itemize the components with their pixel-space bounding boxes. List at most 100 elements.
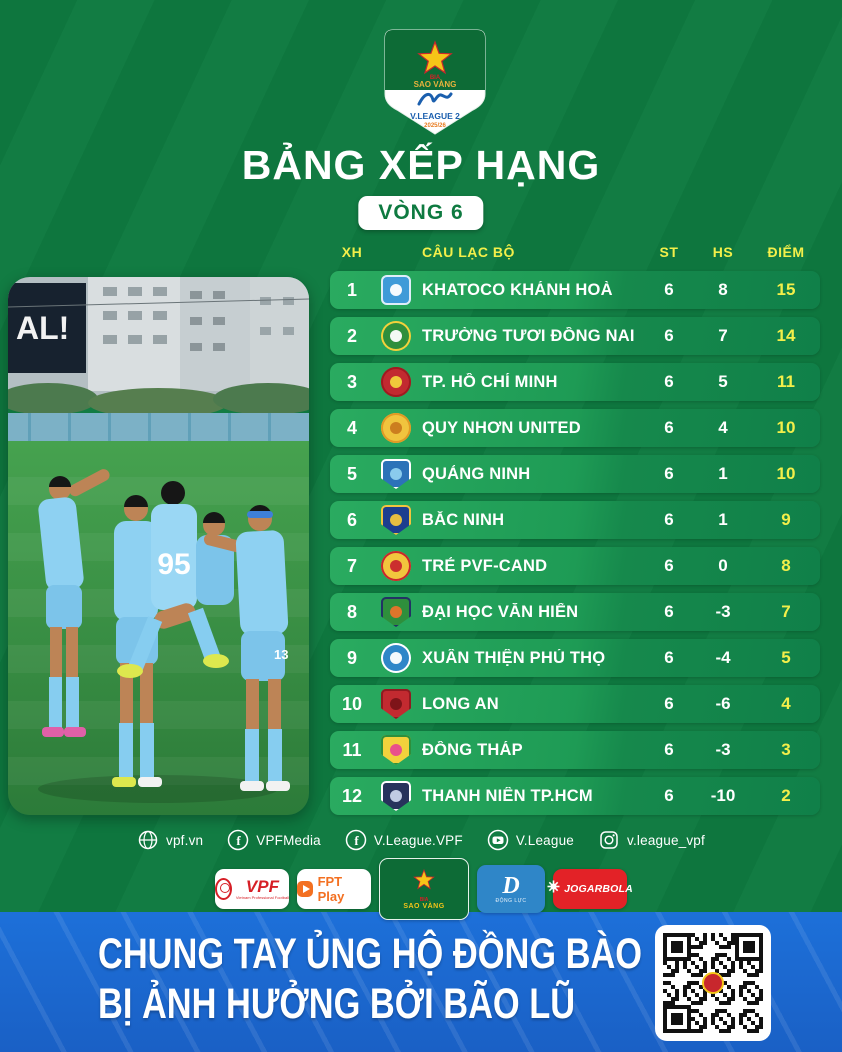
instagram-icon — [598, 829, 620, 851]
jogarbola-label: JOGARBOLA — [564, 883, 633, 895]
banner-text: CHUNG TAY ỦNG HỘ ĐỒNG BÀO BỊ ẢNH HƯỞNG B… — [40, 930, 643, 1030]
club-name: LONG AN — [422, 694, 499, 713]
qr-pattern — [663, 933, 763, 1033]
points-cell: 10 — [776, 464, 796, 483]
played-cell: 6 — [664, 602, 674, 621]
sponsor-saovang: BIA SAO VÀNG — [379, 858, 469, 920]
globe-icon — [137, 829, 159, 851]
sponsor-logos: VPF Vietnam Professional Football FPT Play… — [0, 858, 842, 920]
points-cell: 14 — [776, 326, 796, 345]
saovang-label: SAO VÀNG — [403, 903, 445, 910]
points-cell: 11 — [777, 372, 795, 391]
table-row: 3 TP. HỒ CHÍ MINH 6 5 11 — [330, 363, 820, 401]
table-row: 5 QUẢNG NINH 6 1 10 — [330, 455, 820, 493]
club-crest-icon — [381, 367, 411, 397]
rank-cell: 2 — [346, 325, 357, 346]
rank-cell: 7 — [346, 555, 357, 576]
club-name: KHATOCO KHÁNH HOÀ — [422, 280, 613, 299]
rank-cell: 9 — [346, 647, 357, 668]
sponsor-joga: JOGARBOLA — [547, 869, 633, 909]
played-cell: 6 — [664, 740, 674, 759]
club-logo — [374, 643, 418, 673]
club-name: QUY NHƠN UNITED — [422, 418, 581, 437]
rank-cell: 3 — [346, 371, 357, 392]
social-item: v.league_vpf — [598, 829, 705, 851]
club-logo — [374, 275, 418, 305]
billboard — [8, 283, 86, 373]
league-badge-shield: BIA SAO VÀNG V.LEAGUE 2 2025/26 — [384, 29, 486, 135]
badge-beer-main: SAO VÀNG — [414, 80, 457, 89]
points-cell: 7 — [781, 602, 791, 621]
club-name: THANH NIÊN TP.HCM — [422, 786, 593, 805]
table-row: 4 QUY NHƠN UNITED 6 4 10 — [330, 409, 820, 447]
club-logo — [374, 459, 418, 489]
svg-text:f: f — [354, 833, 359, 848]
social-item: V.League — [487, 829, 574, 851]
gd-cell: -3 — [715, 602, 731, 621]
table-row: 10 LONG AN 6 -6 4 — [330, 685, 820, 723]
club-name: ĐẠI HỌC VĂN HIẾN — [422, 602, 579, 621]
gd-cell: 0 — [718, 556, 728, 575]
col-played: ST — [659, 244, 679, 260]
club-name: XUÂN THIỆN PHÚ THỌ — [422, 648, 606, 667]
gd-cell: -6 — [715, 694, 731, 713]
rank-cell: 5 — [346, 463, 357, 484]
vpf-sublabel: Vietnam Professional Football — [235, 895, 289, 900]
qr-center-emblem-icon — [702, 972, 724, 994]
played-cell: 6 — [664, 418, 674, 437]
round-pill: VÒNG 6 — [358, 196, 484, 230]
points-cell: 15 — [776, 280, 796, 299]
played-cell: 6 — [664, 510, 674, 529]
player-carrier — [112, 495, 162, 787]
club-name: BẮC NINH — [422, 510, 505, 529]
star-icon — [412, 868, 436, 897]
vpf-label: VPF — [245, 877, 279, 896]
club-crest-icon — [381, 551, 411, 581]
club-logo — [374, 781, 418, 811]
billboard-text: AL! — [16, 310, 69, 346]
facebook-icon: f — [345, 829, 367, 851]
club-logo — [374, 505, 418, 535]
club-logo — [374, 413, 418, 443]
sponsor-dongluc: D ĐỘNG LỰC — [477, 865, 545, 913]
banner-line-2: BỊ ẢNH HƯỞNG BỞI BÃO LŨ — [98, 979, 576, 1028]
gold-star-icon — [417, 40, 453, 75]
club-name: TRƯỜNG TƯƠI ĐỒNG NAI — [422, 326, 635, 345]
badge-league-label: V.LEAGUE 2 — [410, 111, 460, 121]
club-logo — [374, 735, 418, 765]
rank-cell: 8 — [346, 601, 357, 622]
social-label: v.league_vpf — [627, 832, 705, 848]
saovang-sublabel: BIA — [419, 897, 429, 903]
rank-cell: 4 — [346, 417, 357, 438]
club-crest-icon — [381, 781, 411, 811]
dongluc-monogram: D — [502, 873, 520, 899]
club-name: TRẺ PVF-CAND — [422, 556, 548, 575]
social-item: f VPFMedia — [227, 829, 321, 851]
played-cell: 6 — [664, 648, 674, 667]
gd-cell: -3 — [715, 740, 731, 759]
player-left — [38, 469, 110, 737]
table-row: 12 THANH NIÊN TP.HCM 6 -10 2 — [330, 777, 820, 815]
table-row: 11 ĐỒNG THÁP 6 -3 3 — [330, 731, 820, 769]
col-rank: XH — [341, 244, 363, 260]
player-carried: 95 — [117, 481, 229, 678]
table-row: 7 TRẺ PVF-CAND 6 0 8 — [330, 547, 820, 585]
facebook-icon: f — [227, 829, 249, 851]
club-crest-icon — [381, 459, 411, 489]
played-cell: 6 — [664, 280, 674, 299]
play-icon — [297, 881, 313, 897]
rank-cell: 12 — [341, 785, 363, 806]
col-gd: HS — [712, 244, 734, 260]
gd-cell: 8 — [718, 280, 728, 299]
social-item: f V.League.VPF — [345, 829, 463, 851]
club-logo — [374, 551, 418, 581]
rank-cell: 10 — [341, 693, 363, 714]
points-cell: 8 — [781, 556, 791, 575]
points-cell: 10 — [776, 418, 796, 437]
club-logo — [374, 321, 418, 351]
gear-icon — [547, 880, 560, 898]
sponsor-vpf: VPF Vietnam Professional Football — [215, 869, 289, 909]
banner-line-1: CHUNG TAY ỦNG HỘ ĐỒNG BÀO — [98, 930, 643, 978]
headband — [247, 511, 273, 518]
points-cell: 3 — [781, 740, 791, 759]
